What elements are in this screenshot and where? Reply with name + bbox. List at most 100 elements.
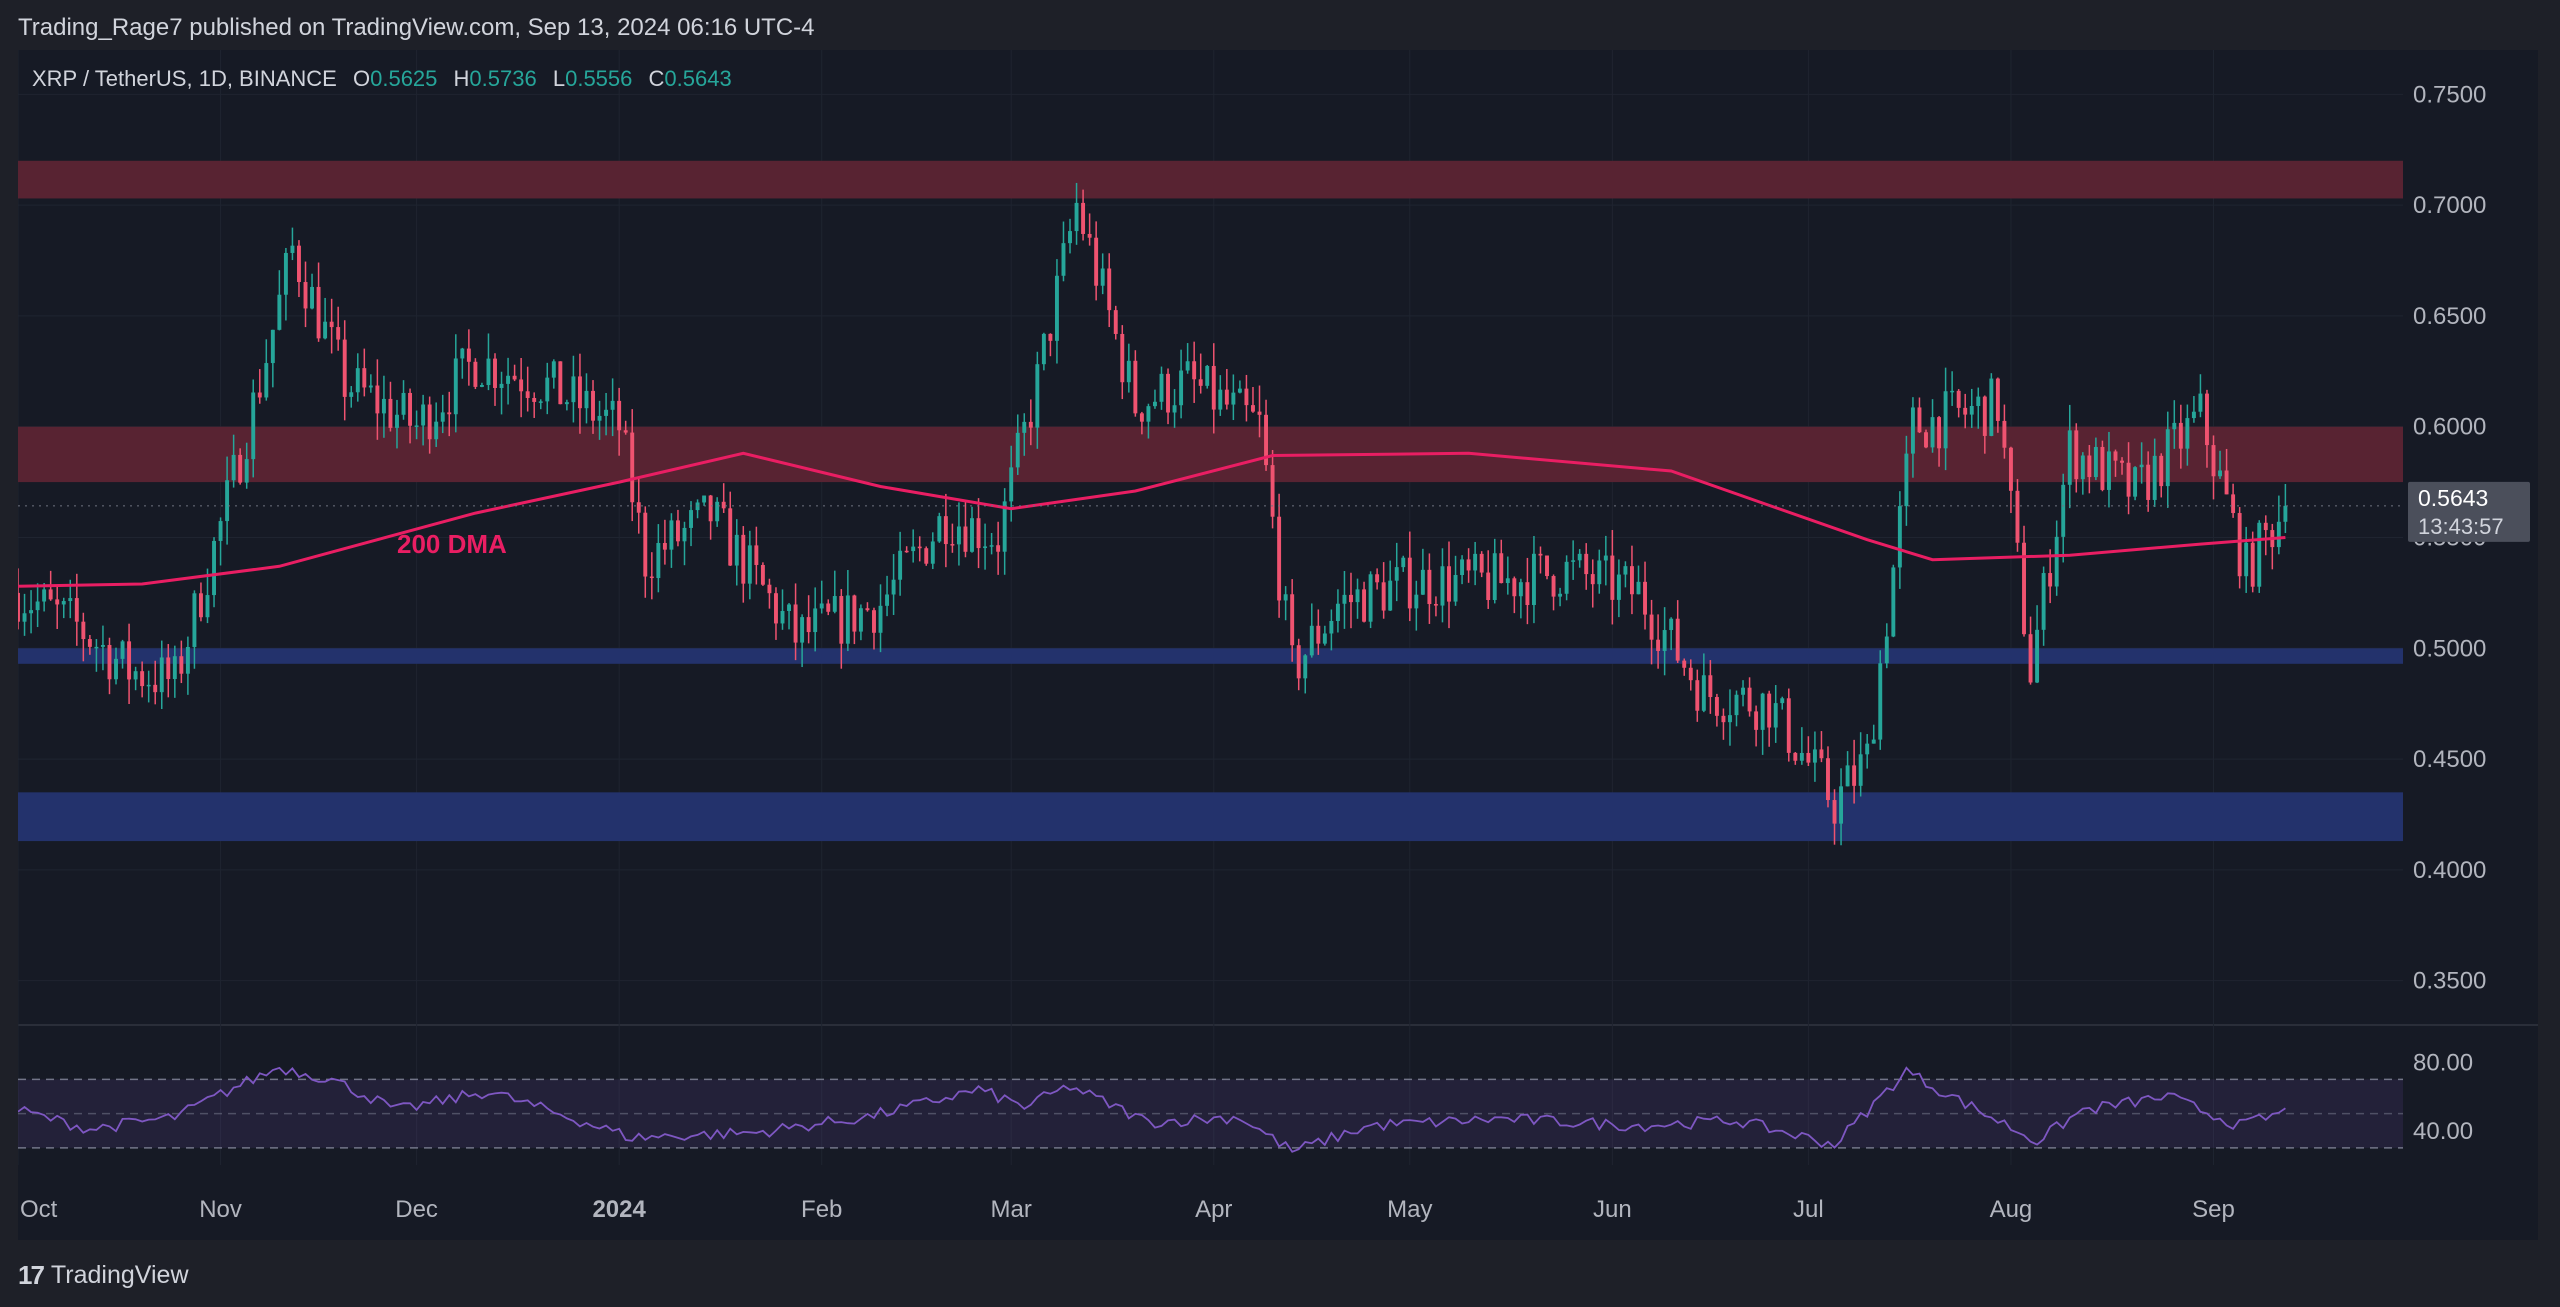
candle-body bbox=[1420, 569, 1425, 595]
candle-body bbox=[1551, 576, 1556, 597]
candle-body bbox=[1237, 388, 1242, 393]
candle-body bbox=[277, 294, 282, 330]
candle-body bbox=[1479, 553, 1484, 573]
tradingview-logo[interactable]: 17 TradingView bbox=[18, 1260, 189, 1291]
candle-body bbox=[212, 540, 216, 596]
candle-body bbox=[251, 392, 256, 460]
tradingview-icon: 17 bbox=[18, 1260, 45, 1290]
candle-body bbox=[218, 521, 223, 541]
candle-body bbox=[774, 593, 778, 624]
candle-body bbox=[1910, 407, 1915, 454]
candle-body bbox=[1473, 553, 1478, 571]
candle-body bbox=[283, 252, 288, 295]
candle-body bbox=[2087, 455, 2092, 478]
candle-body bbox=[813, 608, 818, 633]
candle-body bbox=[617, 400, 622, 431]
candle-body bbox=[1264, 414, 1269, 466]
candle-body bbox=[950, 544, 955, 546]
candle-body bbox=[898, 550, 903, 580]
tradingview-brand: TradingView bbox=[50, 1261, 189, 1289]
candle-body bbox=[1335, 603, 1340, 621]
candle-body bbox=[1741, 687, 1746, 695]
candle-body bbox=[1865, 743, 1870, 755]
symbol-name[interactable]: XRP / TetherUS, 1D, BINANCE bbox=[32, 66, 337, 91]
candle-body bbox=[2250, 542, 2255, 587]
candle-body bbox=[1296, 645, 1301, 679]
candle-body bbox=[1355, 589, 1360, 603]
candle-body bbox=[1858, 754, 1863, 786]
candle-body bbox=[2126, 462, 2131, 497]
candle-body bbox=[917, 546, 922, 549]
candle-body bbox=[120, 641, 125, 659]
candle-body bbox=[2244, 542, 2249, 577]
candle-body bbox=[375, 385, 380, 414]
candle-body bbox=[2237, 513, 2242, 577]
candle-body bbox=[1211, 365, 1216, 410]
candle-body bbox=[1492, 553, 1497, 601]
candle-body bbox=[1871, 739, 1876, 744]
candle-body bbox=[2008, 447, 2013, 491]
candle-body bbox=[1375, 574, 1380, 583]
candle-body bbox=[1179, 370, 1184, 406]
close-value: 0.5643 bbox=[664, 66, 732, 91]
candle-body bbox=[2139, 464, 2144, 468]
candle-body bbox=[1460, 559, 1465, 575]
candle-body bbox=[1525, 582, 1530, 606]
candle-body bbox=[1571, 560, 1576, 562]
candle-body bbox=[2061, 484, 2066, 537]
candle-body bbox=[1401, 557, 1406, 568]
candle-body bbox=[1656, 639, 1661, 651]
candle-body bbox=[1963, 407, 1968, 415]
candle-body bbox=[1786, 698, 1791, 753]
candle-body bbox=[336, 327, 341, 340]
candle-body bbox=[1290, 594, 1295, 646]
candle-body bbox=[1943, 391, 1948, 449]
price-chart-svg[interactable]: 200 DMA0.75000.70000.65000.60000.55000.5… bbox=[18, 50, 2538, 1240]
candle-body bbox=[1976, 396, 1981, 406]
candle-body bbox=[140, 671, 145, 687]
price-axis-tick: 0.3500 bbox=[2413, 968, 2486, 995]
candle-body bbox=[1806, 752, 1811, 763]
candle-body bbox=[290, 245, 295, 253]
candle-body bbox=[1120, 333, 1125, 383]
candle-body bbox=[329, 321, 334, 328]
candle-body bbox=[2120, 460, 2124, 463]
candle-body bbox=[1159, 373, 1164, 402]
candle-body bbox=[1924, 432, 1928, 448]
candle-body bbox=[747, 545, 752, 584]
candle-body bbox=[1930, 417, 1935, 448]
symbol-legend[interactable]: XRP / TetherUS, 1D, BINANCE O0.5625 H0.5… bbox=[32, 66, 732, 92]
time-axis-tick: Nov bbox=[199, 1196, 242, 1223]
candle-body bbox=[983, 546, 988, 549]
candle-body bbox=[2100, 446, 2105, 490]
candle-body bbox=[1107, 268, 1112, 311]
candle-body bbox=[1701, 675, 1706, 711]
candle-body bbox=[1760, 693, 1765, 730]
candle-body bbox=[2002, 420, 2007, 448]
candle-body bbox=[1839, 786, 1844, 824]
rsi-axis-tick: 80.00 bbox=[2413, 1049, 2473, 1076]
candle-body bbox=[2028, 634, 2033, 683]
time-axis-tick: Mar bbox=[991, 1196, 1032, 1223]
candle-body bbox=[1309, 625, 1314, 656]
candle-body bbox=[185, 646, 190, 674]
time-axis-tick: Aug bbox=[1990, 1196, 2033, 1223]
candle-body bbox=[166, 657, 171, 680]
candle-body bbox=[1192, 361, 1197, 380]
candle-body bbox=[1597, 560, 1602, 585]
dma-200-line bbox=[18, 451, 2286, 588]
rsi-line bbox=[18, 1066, 2286, 1153]
candle-body bbox=[362, 368, 367, 388]
candle-body bbox=[1257, 411, 1262, 415]
candle-body bbox=[872, 610, 876, 633]
candle-body bbox=[532, 397, 537, 402]
time-axis-tick: May bbox=[1387, 1196, 1432, 1223]
candle-body bbox=[1126, 360, 1131, 383]
candle-body bbox=[2172, 422, 2177, 430]
candle-body bbox=[1251, 405, 1255, 412]
candle-body bbox=[1139, 413, 1144, 422]
chart-panel[interactable]: 200 DMA0.75000.70000.65000.60000.55000.5… bbox=[18, 50, 2538, 1240]
candle-body bbox=[512, 375, 517, 380]
candle-body bbox=[1087, 233, 1092, 238]
candle-body bbox=[930, 541, 935, 564]
